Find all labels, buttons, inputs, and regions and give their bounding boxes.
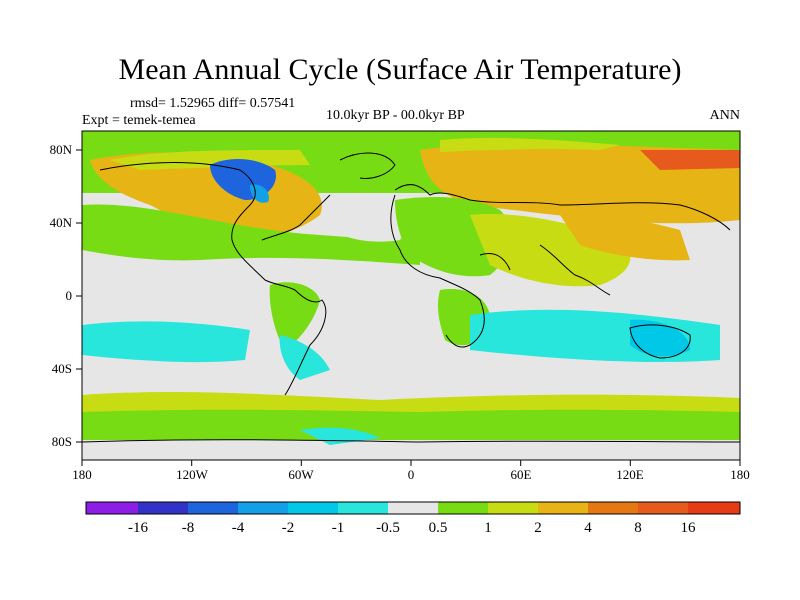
lon-tick-120e: 120E: [616, 467, 644, 482]
statistics-label: rmsd= 1.52965 diff= 0.57541: [130, 96, 296, 111]
colorbar-label: 4: [584, 520, 592, 536]
colorbar-frame: [85, 501, 741, 515]
chart-title: Mean Annual Cycle (Surface Air Temperatu…: [118, 53, 682, 86]
south-pacific-cool: [82, 321, 250, 363]
period-label: 10.0kyr BP - 00.0kyr BP: [326, 108, 465, 123]
lon-tick-60w: 60W: [288, 467, 314, 482]
arctic-yellow: [440, 137, 620, 152]
colorbar-label: 16: [680, 520, 696, 536]
lat-tick-80n: 80N: [49, 142, 72, 157]
south-atlantic-cool: [279, 335, 330, 380]
lon-tick-180e: 180: [730, 467, 750, 482]
season-label: ANN: [709, 108, 740, 123]
experiment-label: Expt = temek-temea: [82, 113, 196, 128]
colorbar-bin-12: [638, 502, 688, 514]
anomaly-field: [82, 131, 740, 460]
coastlines: [82, 152, 740, 443]
east-asia-warm: [560, 213, 690, 261]
colorbar-bin-8: [438, 502, 488, 514]
colorbar-bin-2: [138, 502, 188, 514]
midlat-green: [82, 204, 420, 265]
colorbar-label: 2: [534, 520, 542, 536]
colorbar-label: -1: [331, 520, 345, 536]
lon-tick-0: 0: [407, 467, 415, 482]
colorbar-bin-9: [488, 502, 538, 514]
southern-ocean-green: [82, 409, 740, 440]
siberia-hot: [640, 150, 740, 170]
lat-tick-80s: 80S: [51, 434, 72, 449]
lat-tick-40s: 40S: [51, 361, 72, 376]
lon-tick-120w: 120W: [176, 467, 208, 482]
australia-cool: [630, 319, 690, 357]
colorbar-label: -4: [231, 520, 245, 536]
antarctica-neutral: [82, 440, 740, 460]
colorbar-bin-13: [688, 502, 740, 514]
lat-tick-40n: 40N: [49, 215, 72, 230]
colorbar-label: 0.5: [428, 520, 448, 536]
lon-tick-60e: 60E: [510, 467, 532, 482]
atlantic-neutral: [330, 213, 410, 242]
colorbar-label: -0.5: [376, 520, 400, 536]
lat-tick-0: 0: [65, 288, 73, 303]
lon-tick-180w: 180: [72, 467, 92, 482]
colorbar-bin-6: [338, 502, 388, 514]
colorbar-bin-7: [388, 502, 438, 514]
colorbar-bin-4: [238, 502, 288, 514]
colorbar-bin-5: [288, 502, 338, 514]
colorbar: [85, 501, 741, 515]
colorbar-bin-3: [188, 502, 238, 514]
colorbar-label: -2: [281, 520, 295, 536]
colorbar-bin-1: [86, 502, 138, 514]
colorbar-label: 1: [484, 520, 492, 536]
colorbar-label: 8: [634, 520, 642, 536]
axis-ticks: [76, 149, 741, 466]
colorbar-label: -16: [128, 520, 148, 536]
colorbar-bin-10: [538, 502, 588, 514]
colorbar-bin-11: [588, 502, 638, 514]
colorbar-label: -8: [181, 520, 195, 536]
